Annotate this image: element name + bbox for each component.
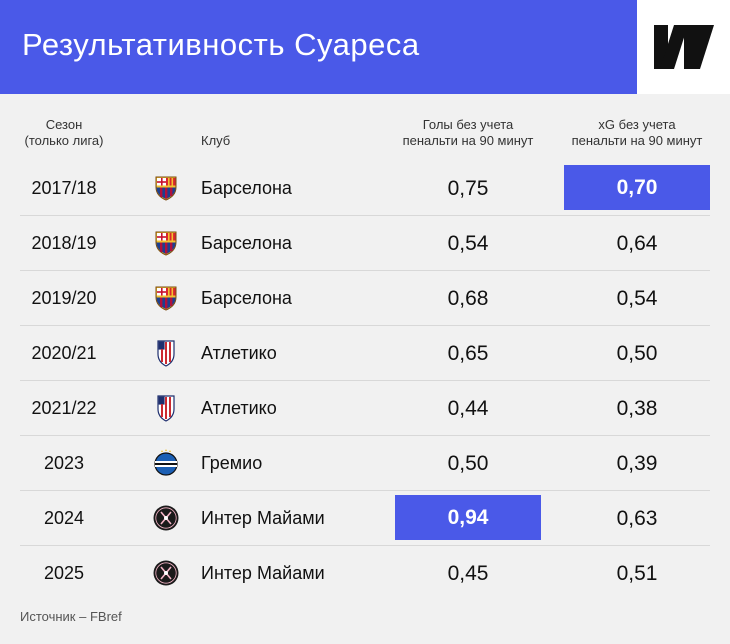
goals-header-line1: Голы без учета [422,117,514,132]
goals-cell: 0,50 [447,452,489,475]
xg-header-line1: xG без учета [598,117,676,132]
goals-header-line2: пенальти на 90 минут [402,133,534,148]
goals-cell: 0,94 [395,495,541,540]
goals-cell: 0,54 [447,232,489,255]
season-header-line1: Сезон [45,117,83,132]
xg-cell: 0,39 [616,452,658,475]
goals-cell: 0,65 [447,342,489,365]
club-cell: Атлетико [201,343,277,363]
season-cell: 2024 [43,508,85,528]
publisher-logo [637,0,730,94]
table-row: 2019/20 Барселона 0,68 0,54 [20,271,710,326]
source-note: Источник – FBref [20,609,122,624]
table-row: 2018/19 Барселона 0,54 0,64 [20,216,710,271]
club-cell: Гремио [201,453,263,473]
club-cell: Атлетико [201,398,277,418]
goals-column-header: Голы без учета пенальти на 90 минут [388,117,548,149]
xg-cell: 0,63 [616,507,658,530]
season-column-header: Сезон (только лига) [20,117,108,149]
club-cell: Барселона [201,178,292,198]
row-divider [20,435,710,436]
xg-cell: 0,64 [616,232,658,255]
table-row: 2020/21 Атлетико 0,65 0,50 [20,326,710,381]
xg-cell: 0,51 [616,562,658,585]
row-divider [20,215,710,216]
xg-cell: 0,50 [616,342,658,365]
row-divider [20,545,710,546]
season-cell: 2023 [43,453,85,473]
club-column-header: Клуб [201,133,231,148]
goals-cell: 0,68 [447,287,489,310]
publisher-logo-icon [654,25,714,69]
club-cell: Интер Майами [201,508,325,528]
row-divider [20,490,710,491]
xg-header-line2: пенальти на 90 минут [571,133,703,148]
season-cell: 2021/22 [31,398,97,418]
barcelona-crest-icon [152,284,180,312]
atletico-crest-icon [152,339,180,367]
page-title: Результативность Суареса [22,27,420,62]
table-row: 2024 Интер Майами 0,94 0,63 [20,491,710,546]
season-cell: 2025 [43,563,85,583]
table-row: 2025 Интер Майами 0,45 0,51 [20,546,710,601]
table-row: 2017/18 Барселона 0,75 0,70 [20,161,710,216]
row-divider [20,380,710,381]
goals-cell: 0,44 [447,397,489,420]
club-cell: Барселона [201,233,292,253]
club-cell: Барселона [201,288,292,308]
season-cell: 2018/19 [31,233,97,253]
xg-column-header: xG без учета пенальти на 90 минут [557,117,717,149]
xg-cell: 0,70 [564,165,710,210]
goals-cell: 0,45 [447,562,489,585]
season-header-line2: (только лига) [24,133,104,148]
season-cell: 2020/21 [31,343,97,363]
season-cell: 2017/18 [31,178,97,198]
gremio-crest-icon [152,449,180,477]
season-cell: 2019/20 [31,288,97,308]
atletico-crest-icon [152,394,180,422]
inter-miami-crest-icon [152,504,180,532]
barcelona-crest-icon [152,229,180,257]
row-divider [20,270,710,271]
barcelona-crest-icon [152,174,180,202]
row-divider [20,325,710,326]
table-row: 2021/22 Атлетико 0,44 0,38 [20,381,710,436]
xg-cell: 0,38 [616,397,658,420]
club-cell: Интер Майами [201,563,325,583]
inter-miami-crest-icon [152,559,180,587]
title-banner: Результативность Суареса [0,0,637,94]
goals-cell: 0,75 [447,177,489,200]
table-row: 2023 Гремио 0,50 0,39 [20,436,710,491]
xg-cell: 0,54 [616,287,658,310]
